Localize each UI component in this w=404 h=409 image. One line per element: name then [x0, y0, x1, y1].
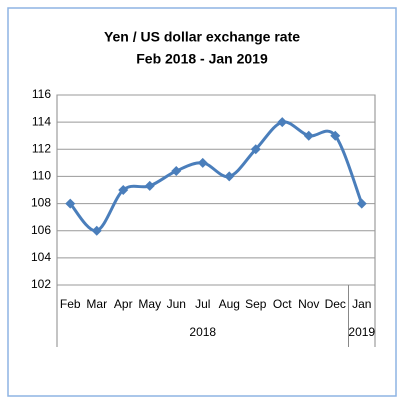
- y-tick-label: 116: [32, 87, 51, 101]
- x-tick-label: Nov: [298, 297, 319, 311]
- x-tick-label: Feb: [60, 297, 81, 311]
- x-tick-label: May: [138, 297, 161, 311]
- y-tick-label: 110: [32, 169, 51, 183]
- marker: [118, 185, 129, 195]
- x-group-label: 2019: [348, 325, 375, 339]
- y-tick-label: 108: [31, 196, 51, 210]
- y-tick-label: 102: [31, 277, 51, 291]
- marker: [224, 171, 235, 182]
- marker: [330, 130, 341, 141]
- x-tick-label: Apr: [114, 297, 133, 311]
- x-tick-label: Jan: [352, 297, 371, 311]
- marker: [144, 180, 155, 191]
- x-tick-label: Oct: [273, 297, 292, 311]
- chart-subtitle: Feb 2018 - Jan 2019: [136, 51, 268, 67]
- x-tick-label: Jun: [167, 297, 186, 311]
- x-tick-label: Dec: [325, 297, 346, 311]
- marker: [250, 144, 261, 155]
- x-group-label: 2018: [189, 325, 216, 339]
- marker: [303, 130, 314, 141]
- marker: [277, 117, 288, 128]
- x-tick-label: Sep: [245, 297, 267, 311]
- x-tick-label: Jul: [195, 297, 210, 311]
- marker: [356, 198, 367, 209]
- y-tick-label: 106: [31, 223, 51, 237]
- y-tick-label: 104: [31, 250, 51, 264]
- marker: [171, 166, 182, 176]
- marker: [91, 225, 102, 236]
- x-tick-label: Mar: [86, 297, 107, 311]
- y-tick-label: 112: [32, 141, 51, 155]
- plot-area: [56, 94, 376, 286]
- chart-title: Yen / US dollar exchange rate: [104, 29, 300, 45]
- marker: [197, 157, 208, 168]
- marker: [65, 198, 76, 209]
- x-tick-label: Aug: [219, 297, 240, 311]
- y-tick-label: 114: [32, 114, 51, 128]
